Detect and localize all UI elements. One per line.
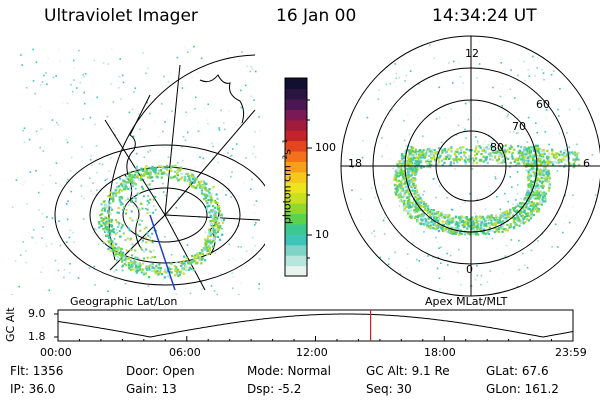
left-panel-label: Geographic Lat/Lon: [70, 295, 178, 308]
coastline-2: [126, 94, 151, 176]
info-glat: GLat: 67.6: [486, 364, 549, 378]
meridian-1: [164, 64, 181, 216]
ground-track: [149, 214, 176, 291]
meridian-4: [104, 119, 166, 216]
timeline-xticks: [57, 336, 574, 341]
timeline-xtick-1: 06:00: [169, 346, 201, 359]
polar-plot: [340, 35, 600, 297]
right-panel-label: Apex MLat/MLT: [425, 295, 508, 308]
limb-outline: [108, 54, 256, 261]
info-gain: Gain: 13: [126, 382, 177, 396]
geographic-image: [10, 45, 265, 295]
mlt-label-0: 0: [466, 263, 473, 276]
timeline-plot: [54, 309, 574, 342]
left-auroral-oval: [97, 164, 226, 279]
time-label: 14:34:24 UT: [432, 6, 537, 26]
timeline-ytick-1-8: 1.8: [28, 330, 46, 343]
lat-circle-3: [122, 187, 208, 243]
info-glon: GLon: 161.2: [486, 382, 559, 396]
timeline-xtick-0: 00:00: [40, 346, 72, 359]
colorbar-frame: [284, 77, 308, 277]
left-speckles: [10, 45, 261, 295]
colorbar-tick-10: 10: [315, 228, 329, 241]
timeline-xtick-2: 12:00: [296, 346, 328, 359]
lat-label-80: 80: [490, 141, 504, 154]
lat-label-70: 70: [512, 120, 526, 133]
colorbar-label: photon cm⁻²s⁻¹: [280, 138, 294, 225]
mlt-label-6: 6: [583, 157, 590, 170]
meridian-2: [164, 109, 256, 216]
lat-circle-1: [54, 144, 265, 286]
coastline-1: [199, 74, 245, 124]
timeline-ylabel: GC Alt: [4, 307, 17, 342]
timeline-xtick-4: 23:59: [555, 346, 587, 359]
mlt-label-18: 18: [348, 157, 362, 170]
right-auroral-oval: [393, 144, 581, 236]
info-seq: Seq: 30: [366, 382, 412, 396]
timeline-ytick-9: 9.0: [28, 307, 46, 320]
colorbar-tick-100: 100: [315, 141, 336, 154]
altitude-curve: [57, 313, 574, 338]
info-dsp: Dsp: -5.2: [247, 382, 302, 396]
instrument-title: Ultraviolet Imager: [44, 6, 198, 26]
colorbar: [285, 78, 307, 277]
lat-label-60: 60: [536, 98, 550, 111]
info-gcalt: GC Alt: 9.1 Re: [366, 364, 450, 378]
lat-circle-2: [89, 166, 241, 264]
info-flt: Flt: 1356: [10, 364, 64, 378]
mlt-label-12: 12: [465, 47, 479, 60]
meridian-6: [164, 214, 206, 291]
colorbar-ticks: [307, 99, 312, 259]
info-ip: IP: 36.0: [10, 382, 56, 396]
timeline-xtick-3: 18:00: [424, 346, 456, 359]
info-door: Door: Open: [126, 364, 195, 378]
date-label: 16 Jan 00: [276, 6, 357, 26]
info-mode: Mode: Normal: [247, 364, 331, 378]
